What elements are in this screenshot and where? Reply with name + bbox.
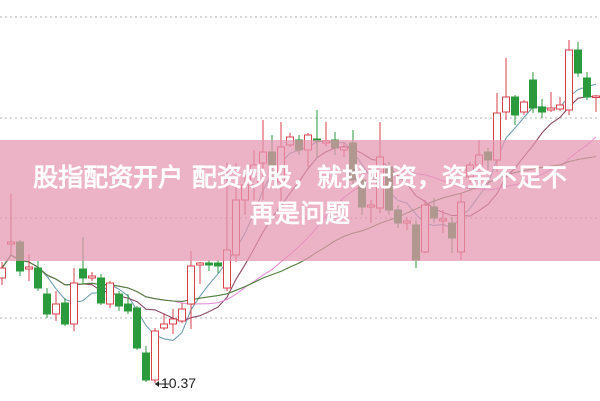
candle-body bbox=[43, 293, 51, 315]
candle-body bbox=[520, 101, 528, 113]
overlay-banner bbox=[0, 140, 600, 261]
candle-body bbox=[34, 267, 42, 289]
candle bbox=[160, 314, 168, 330]
candle bbox=[106, 281, 114, 308]
candle bbox=[43, 288, 51, 318]
candle-body bbox=[556, 104, 564, 110]
candle-body bbox=[142, 352, 150, 381]
candle bbox=[547, 92, 555, 112]
candle bbox=[538, 99, 546, 118]
candle-body bbox=[502, 96, 510, 113]
candle bbox=[205, 260, 213, 271]
candle bbox=[502, 58, 510, 120]
candle-body bbox=[538, 106, 546, 113]
low-price-label: 10.37 bbox=[161, 375, 197, 391]
candle bbox=[529, 72, 537, 113]
low-marker bbox=[155, 381, 169, 387]
overlay-line-1: 股指配资开户 配资炒股，就找配资，资金不足不 bbox=[33, 163, 567, 192]
candle-body bbox=[583, 77, 591, 98]
candle bbox=[214, 260, 222, 273]
arrow-left-icon bbox=[155, 381, 159, 387]
candle bbox=[187, 251, 195, 329]
candle bbox=[151, 328, 159, 383]
candle bbox=[34, 261, 42, 291]
candle bbox=[556, 97, 564, 111]
overlay-text: 股指配资开户 配资炒股，就找配资，资金不足不 再是问题 bbox=[0, 160, 600, 232]
candle bbox=[565, 40, 573, 115]
candle bbox=[583, 72, 591, 100]
candle-body bbox=[574, 49, 582, 74]
candle bbox=[592, 95, 600, 112]
candle bbox=[124, 294, 132, 314]
candle-body bbox=[88, 275, 96, 279]
overlay-line-2: 再是问题 bbox=[249, 199, 350, 228]
candle bbox=[574, 42, 582, 77]
candle-body bbox=[0, 267, 6, 279]
candle-body bbox=[205, 262, 213, 266]
candle-body bbox=[70, 282, 78, 325]
candle-body bbox=[133, 307, 141, 349]
candle-body bbox=[79, 268, 87, 279]
candle-body bbox=[115, 293, 123, 307]
candle-body bbox=[52, 303, 60, 315]
candle-body bbox=[169, 318, 177, 325]
candle bbox=[115, 291, 123, 311]
candle-body bbox=[592, 95, 600, 98]
candle-body bbox=[124, 303, 132, 312]
candle bbox=[61, 298, 69, 326]
candle bbox=[511, 95, 519, 125]
candle bbox=[178, 303, 186, 323]
candle-body bbox=[160, 323, 168, 329]
candle-body bbox=[214, 262, 222, 267]
candle-body bbox=[61, 302, 69, 325]
candle-body bbox=[97, 277, 105, 304]
candle-body bbox=[151, 330, 159, 381]
candle bbox=[97, 274, 105, 305]
candle-body bbox=[196, 262, 204, 266]
candle bbox=[0, 262, 6, 285]
candle bbox=[142, 346, 150, 382]
candle bbox=[88, 272, 96, 281]
candle-body bbox=[529, 79, 537, 109]
candle-body bbox=[565, 49, 573, 111]
candle-body bbox=[547, 107, 555, 111]
candle bbox=[520, 100, 528, 115]
candle-body bbox=[106, 282, 114, 305]
candle bbox=[196, 262, 204, 284]
candle-body bbox=[178, 308, 186, 322]
candle bbox=[169, 309, 177, 334]
candle-body bbox=[25, 266, 33, 270]
candle-body bbox=[187, 265, 195, 305]
candle bbox=[133, 306, 141, 350]
candle bbox=[70, 268, 78, 331]
candle-body bbox=[511, 96, 519, 116]
candle bbox=[52, 291, 60, 321]
